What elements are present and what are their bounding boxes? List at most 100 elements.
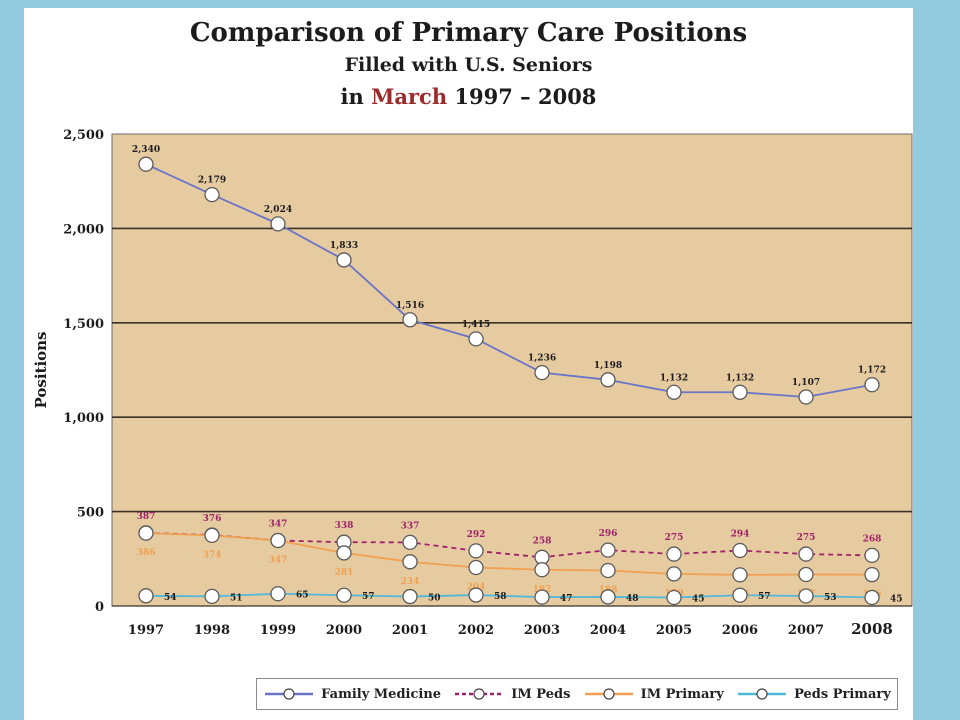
data-point-peds-primary (864, 589, 880, 606)
data-label-peds-primary: 58 (494, 592, 507, 602)
series-line-peds-primary (145, 592, 873, 599)
data-point-family-medicine (600, 372, 616, 388)
x-tick-label: 1998 (194, 623, 230, 638)
data-label-peds-primary: 50 (428, 594, 441, 604)
data-point-im-primary (600, 562, 616, 579)
data-point-im-primary (270, 532, 286, 549)
data-point-im-peds (798, 546, 814, 562)
data-point-peds-primary (138, 588, 154, 604)
y-tick-label: 2,000 (63, 222, 104, 237)
data-point-family-medicine (666, 384, 682, 400)
data-point-im-primary (138, 525, 154, 541)
data-point-im-peds (468, 543, 484, 559)
y-axis-label: Positions (32, 331, 50, 408)
series-line-family-medicine (145, 163, 873, 398)
data-label-family-medicine: 1,132 (726, 373, 754, 383)
legend-item-family-medicine: Family Medicine (263, 687, 441, 702)
legend-item-peds-primary: Peds Primary (736, 687, 891, 702)
data-label-peds-primary: 45 (890, 595, 903, 605)
data-label-im-peds: 387 (137, 512, 156, 522)
legend-label: IM Primary (640, 686, 724, 702)
data-point-im-primary (402, 554, 418, 570)
y-tick-label: 500 (77, 506, 104, 521)
data-label-peds-primary: 51 (230, 593, 243, 603)
data-point-im-primary (864, 567, 880, 583)
data-point-peds-primary (798, 588, 814, 604)
data-label-im-peds: 376 (203, 514, 222, 524)
x-tick-label: 1999 (260, 623, 296, 638)
data-label-peds-primary: 53 (824, 593, 837, 603)
data-label-im-peds: 294 (731, 529, 750, 539)
data-label-im-primary: 347 (269, 555, 288, 565)
chart-title: Comparison of Primary Care Positions (189, 18, 748, 48)
data-label-im-peds: 338 (335, 521, 354, 531)
y-tick-label: 1,000 (63, 411, 104, 426)
data-label-im-primary: 234 (401, 577, 420, 587)
chart-subtitle: Filled with U.S. Seniors (344, 54, 593, 76)
data-label-peds-primary: 54 (164, 593, 177, 603)
y-tick-label: 0 (95, 600, 104, 615)
data-label-peds-primary: 45 (692, 595, 705, 605)
subtitle-years: 1997 – 2008 (454, 84, 597, 109)
data-label-peds-primary: 48 (626, 594, 639, 604)
data-point-im-peds (864, 547, 880, 564)
data-label-family-medicine: 2,179 (198, 176, 226, 186)
data-label-family-medicine: 1,236 (528, 354, 556, 364)
chart-subtitle-date: in March 1997 – 2008 (24, 84, 913, 109)
data-point-peds-primary (666, 589, 682, 606)
plot-area (111, 133, 913, 607)
legend-swatch (584, 688, 633, 700)
legend-swatch (265, 688, 314, 700)
x-tick-label: 2003 (524, 623, 560, 638)
data-point-peds-primary (534, 589, 550, 605)
data-point-peds-primary (402, 588, 418, 605)
data-label-family-medicine: 2,024 (264, 205, 292, 215)
x-tick-label: 2000 (326, 623, 362, 638)
data-point-family-medicine (138, 156, 154, 172)
data-label-peds-primary: 65 (296, 591, 309, 601)
data-point-im-primary (798, 566, 814, 583)
data-label-peds-primary: 47 (560, 594, 573, 604)
data-point-family-medicine (336, 252, 352, 268)
data-label-family-medicine: 1,516 (396, 301, 424, 311)
legend-item-im-primary: IM Primary (583, 687, 724, 702)
legend-swatch (738, 688, 787, 700)
data-point-family-medicine (270, 216, 286, 232)
line-chart: 0 500 1,000 1,500 2,000 2,500 Positions 1997 199… (32, 128, 913, 638)
data-point-family-medicine (534, 364, 550, 381)
data-point-peds-primary (732, 587, 748, 603)
data-label-peds-primary: 57 (362, 592, 375, 602)
data-label-im-peds: 275 (665, 533, 684, 543)
data-label-im-peds: 337 (401, 521, 420, 531)
data-point-im-peds (732, 542, 748, 559)
data-label-im-peds: 275 (797, 533, 816, 543)
y-tick-label: 2,500 (63, 128, 104, 143)
x-tick-label: 2006 (722, 623, 758, 638)
x-tick-label: 2008 (851, 620, 893, 638)
legend-swatch (455, 688, 504, 700)
data-label-family-medicine: 2,340 (132, 145, 160, 155)
chart-legend: Family Medicine IM Peds IM Primary Peds Pri… (256, 678, 898, 710)
data-label-family-medicine: 1,172 (858, 366, 886, 376)
x-tick-label: 1997 (128, 623, 164, 638)
data-point-im-peds (402, 534, 418, 551)
data-point-peds-primary (270, 586, 286, 602)
data-point-im-peds (600, 542, 616, 558)
data-label-family-medicine: 1,833 (330, 241, 358, 251)
subtitle-month: March (371, 84, 448, 109)
data-point-family-medicine (402, 312, 418, 328)
data-label-im-peds: 292 (467, 530, 486, 540)
data-label-im-peds: 347 (269, 519, 288, 529)
data-point-im-peds (666, 546, 682, 562)
data-label-family-medicine: 1,415 (462, 320, 490, 330)
data-label-peds-primary: 57 (758, 592, 771, 602)
data-label-im-peds: 268 (863, 534, 882, 544)
data-point-family-medicine (732, 384, 748, 400)
data-label-family-medicine: 1,107 (792, 378, 820, 388)
data-label-im-primary: 281 (335, 568, 354, 578)
x-tick-label: 2004 (590, 623, 626, 638)
legend-item-im-peds: IM Peds (453, 687, 570, 702)
data-point-im-primary (666, 566, 682, 582)
data-point-im-primary (732, 567, 748, 583)
x-tick-label: 2002 (458, 623, 494, 638)
